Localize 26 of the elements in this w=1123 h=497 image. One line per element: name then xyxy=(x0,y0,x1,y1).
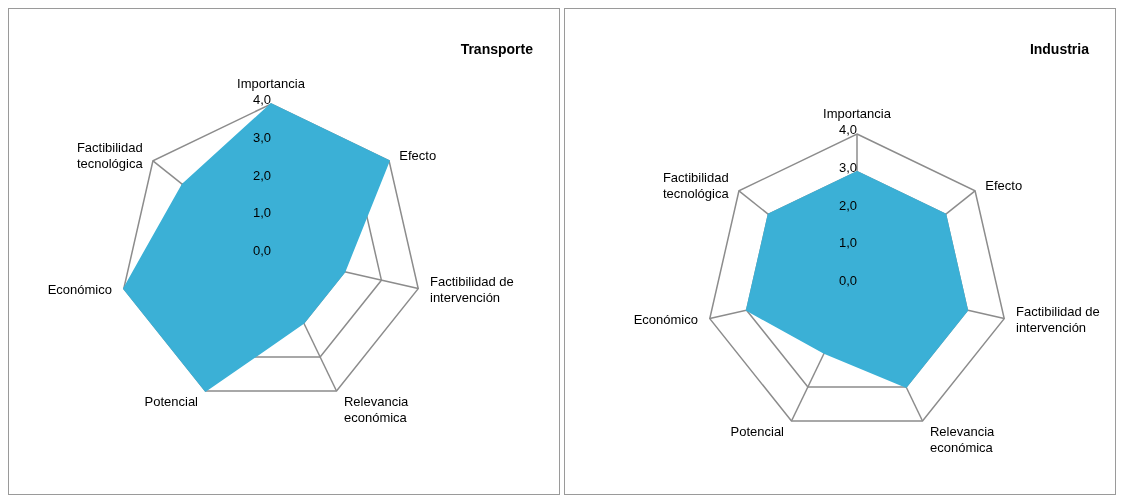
spoke-label: Potencial xyxy=(730,424,785,440)
chart-title: Transporte xyxy=(460,41,533,57)
y-tick-label: 0,0 xyxy=(252,243,271,258)
y-tick-label: 2,0 xyxy=(252,167,271,183)
spoke-label: Importancia xyxy=(823,106,892,121)
y-tick-label: 2,0 xyxy=(838,197,857,213)
spoke-label: Factibilidad tecnológica xyxy=(76,139,144,171)
y-tick-label: 1,0 xyxy=(252,205,271,221)
y-tick-label: 0,0 xyxy=(838,273,857,288)
spoke-label: Relevancia económica xyxy=(343,394,410,426)
y-tick-label: 4,0 xyxy=(252,92,271,107)
spoke-label: Factibilidad de intervención xyxy=(1016,304,1100,336)
spoke-label: Factibilidad de intervención xyxy=(430,274,514,306)
spoke-label: Potencial xyxy=(144,394,199,410)
y-tick-label: 3,0 xyxy=(252,129,271,145)
y-tick-label: 4,0 xyxy=(838,122,857,137)
y-tick-label: 1,0 xyxy=(838,235,857,251)
spoke-label: Relevancia económica xyxy=(929,424,996,456)
spoke-label: Efecto xyxy=(399,147,437,163)
chart-title: Industria xyxy=(1029,41,1089,57)
spoke-label: Importancia xyxy=(237,76,306,91)
spoke-label: Económico xyxy=(47,282,112,298)
spoke-label: Efecto xyxy=(985,177,1023,193)
spoke-label: Económico xyxy=(633,312,698,328)
y-tick-label: 3,0 xyxy=(838,159,857,175)
spoke-label: Factibilidad tecnológica xyxy=(662,169,730,201)
